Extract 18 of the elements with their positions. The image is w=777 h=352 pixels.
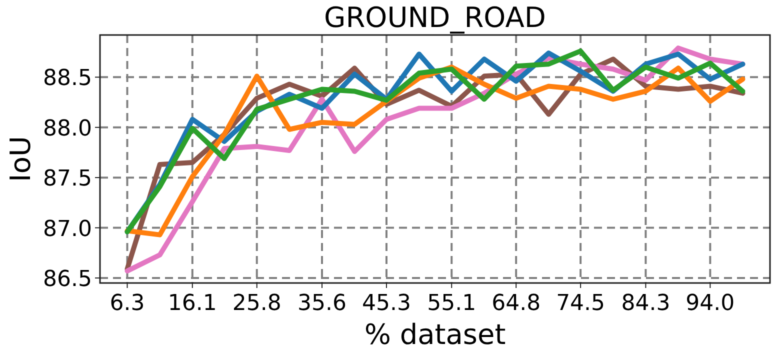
x-tick-label: 35.6 (298, 291, 346, 316)
y-tick-label: 88.0 (43, 116, 92, 142)
x-axis-title: % dataset (364, 318, 506, 351)
x-tick-label: 84.3 (621, 291, 670, 316)
x-tick-label: 74.5 (556, 291, 606, 316)
x-tick-label: 94.0 (686, 291, 735, 316)
x-tick-label: 16.1 (168, 291, 217, 316)
chart-title: GROUND_ROAD (324, 1, 546, 34)
x-tick-label: 55.1 (427, 291, 476, 316)
x-tick-label: 45.3 (362, 291, 411, 316)
y-tick-label: 87.0 (43, 216, 92, 242)
x-tick-label: 6.3 (110, 291, 145, 316)
y-tick-label: 87.5 (43, 166, 92, 192)
y-tick-label: 86.5 (43, 266, 92, 292)
x-tick-label: 25.8 (232, 291, 282, 316)
y-tick-label: 88.5 (43, 66, 92, 92)
y-axis-title: IoU (4, 136, 37, 182)
x-tick-label: 64.8 (492, 291, 541, 316)
